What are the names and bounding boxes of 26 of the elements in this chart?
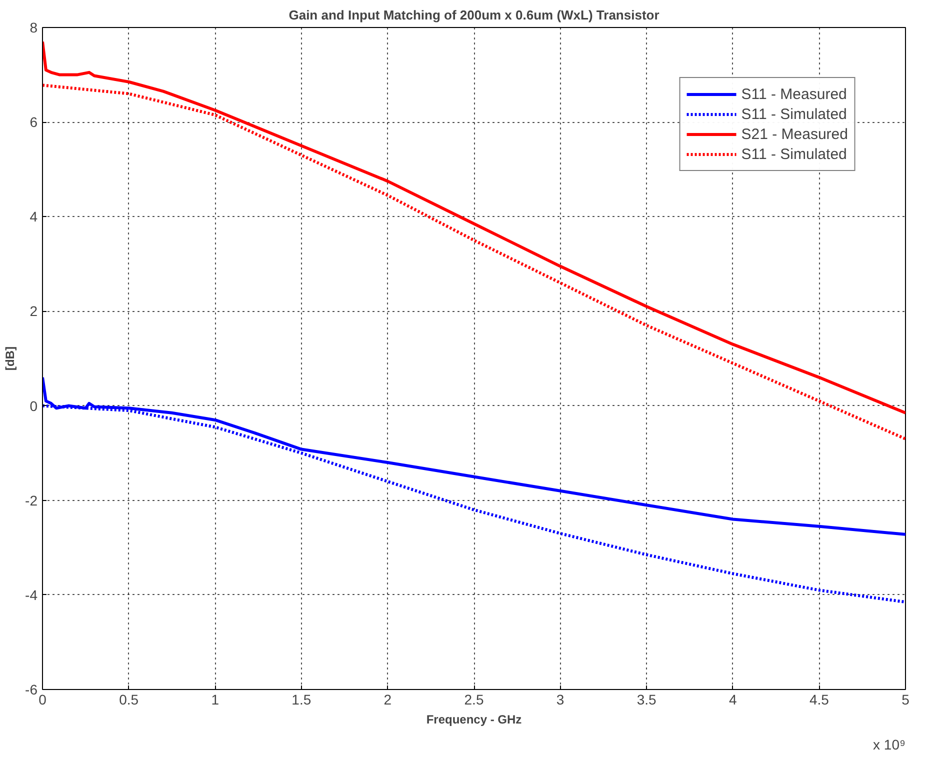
x-tick-label: 2 (384, 692, 392, 708)
y-tick-label: -2 (25, 492, 38, 508)
y-tick-label: 4 (30, 208, 38, 225)
x-tick-label: 5 (902, 692, 910, 708)
chart-title: Gain and Input Matching of 200um x 0.6um (WxL) Transistor (288, 8, 660, 22)
x-tick-label: 2.5 (464, 692, 484, 708)
y-tick-label: -6 (25, 682, 38, 698)
x-tick-label: 1.5 (292, 692, 312, 708)
x-tick-label: 0.5 (119, 692, 139, 708)
x-tick-label: 4.5 (809, 692, 830, 708)
text: x 10⁹ (873, 736, 906, 752)
y-tick-label: 6 (30, 114, 38, 130)
y-tick-label: 0 (30, 398, 38, 414)
legend-label: S11 - Simulated (741, 106, 847, 122)
legend-label: S11 - Measured (741, 86, 847, 102)
legend-label: S11 - Simulated (741, 146, 847, 162)
legend-label: S21 - Measured (741, 126, 848, 142)
x-tick-label: 4 (729, 692, 738, 708)
y-tick-label: 2 (30, 303, 38, 320)
y-tick-label: -4 (25, 586, 38, 603)
y-tick-label: 8 (30, 20, 38, 36)
y-axis-title: [dB] (3, 346, 18, 370)
x-tick-label: 3.5 (636, 692, 657, 708)
x-tick-label: 3 (556, 692, 564, 708)
x-axis-title: Frequency - GHz (426, 712, 522, 726)
x-tick-label: 1 (211, 692, 220, 708)
